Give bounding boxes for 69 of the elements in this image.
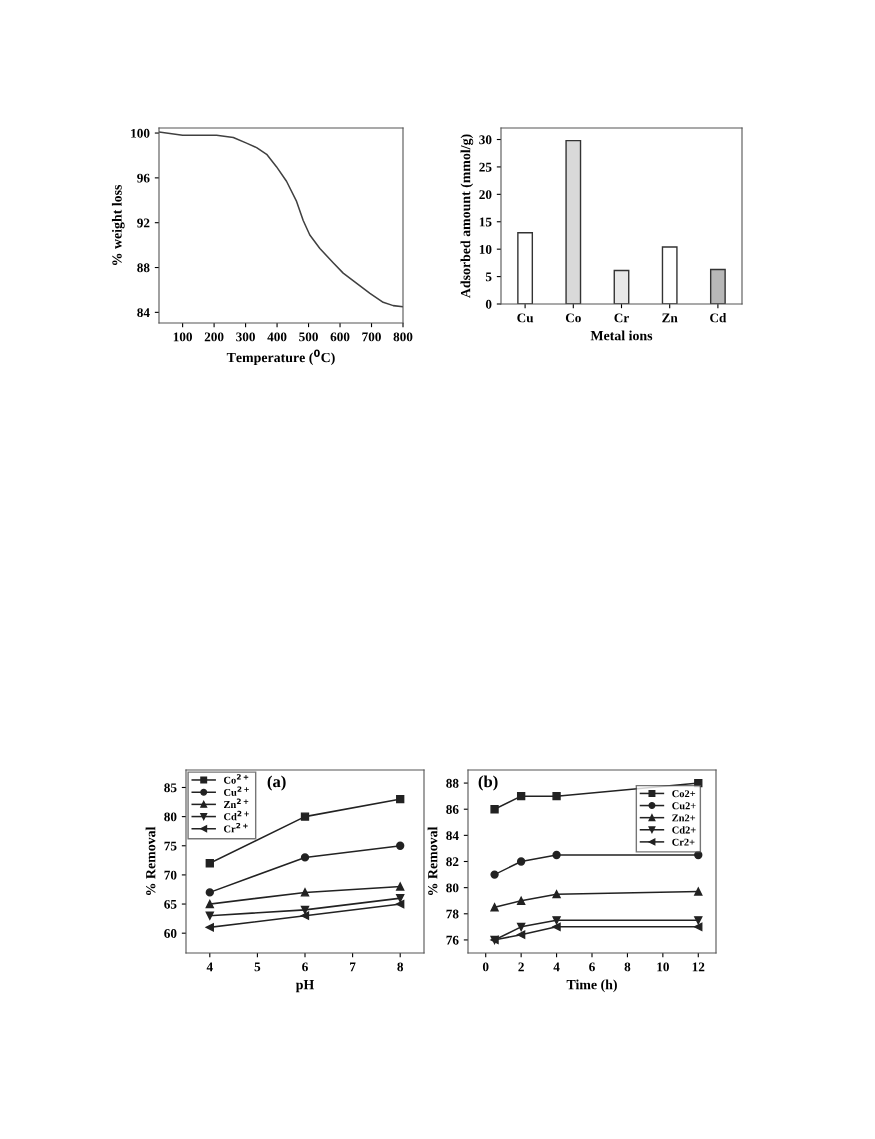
y-tick-label: 96	[137, 173, 150, 183]
x-tick-label: Cu	[517, 313, 534, 323]
y-tick-label: 0	[485, 299, 492, 309]
x-tick-label: 600	[330, 332, 350, 342]
legend-label: Co2+	[672, 790, 696, 798]
x-tick-label: Cd	[710, 313, 727, 323]
x-tick-label: 8	[397, 962, 404, 972]
legend-label: Cd$^{2+}$	[224, 810, 249, 821]
x-tick-label: Cr	[614, 313, 629, 323]
x-tick-label: Zn	[662, 313, 678, 323]
y-tick-label: 92	[137, 218, 150, 228]
x-tick-label: 800	[393, 332, 413, 342]
x-tick-label: 4	[553, 962, 560, 972]
y-tick-label: 82	[446, 857, 459, 867]
y-axis-title: % Removal	[145, 826, 156, 895]
y-tick-label: 100	[131, 128, 150, 138]
x-tick-label: 500	[299, 332, 318, 342]
legend-label: Co$^{2+}$	[224, 774, 249, 784]
y-tick-label: 78	[446, 909, 459, 919]
legend-label: Cu$^{2+}$	[224, 786, 249, 796]
x-tick-label: 2	[518, 962, 524, 972]
legend-label: Zn$^{2+}$	[224, 798, 249, 808]
legend-label: Cu2+	[672, 802, 696, 810]
legend-label: Cr2+	[672, 838, 695, 846]
y-tick-label: 20	[479, 190, 492, 200]
x-tick-label: 200	[204, 332, 224, 342]
y-tick-label: 15	[479, 217, 492, 227]
annotation: (b)	[478, 775, 498, 791]
x-tick-label: 100	[173, 332, 193, 342]
legend-label: Zn2+	[672, 814, 696, 822]
x-tick-label: 5	[254, 962, 261, 972]
y-axis-title: Adsorbed amount (mmol/g)	[460, 134, 474, 299]
y-tick-label: 75	[164, 841, 177, 851]
x-tick-label: 10	[657, 962, 669, 972]
y-tick-label: 30	[479, 135, 492, 145]
y-tick-label: 86	[446, 805, 459, 814]
y-tick-label: 88	[446, 778, 459, 788]
x-tick-label: 300	[236, 332, 255, 342]
y-tick-label: 10	[479, 244, 492, 254]
x-tick-label: 4	[206, 962, 213, 972]
x-axis-title: Time (h)	[566, 979, 617, 993]
y-axis-title: % Removal	[427, 826, 438, 895]
legend-label: Cr$^{2+}$	[224, 822, 248, 833]
y-tick-label: 5	[485, 272, 492, 282]
x-axis-title: Temperature ($^{0}$C)	[226, 349, 335, 366]
y-axis-title: % weight loss	[111, 184, 125, 265]
y-tick-label: 84	[446, 831, 459, 841]
annotation: (a)	[267, 775, 286, 791]
y-tick-label: 25	[479, 162, 492, 172]
y-tick-label: 65	[164, 899, 177, 909]
y-tick-label: 76	[446, 935, 459, 945]
x-tick-label: 7	[350, 962, 356, 972]
x-axis-title: pH	[295, 980, 315, 993]
y-tick-label: 70	[164, 870, 177, 880]
y-tick-label: 60	[164, 928, 177, 938]
x-tick-label: 6	[302, 962, 308, 972]
x-tick-label: 700	[362, 332, 381, 342]
legend-label: Cd2+	[672, 826, 696, 834]
x-tick-label: 6	[589, 962, 595, 972]
y-tick-label: 88	[137, 263, 150, 273]
x-axis-title: Metal ions	[590, 330, 653, 341]
x-tick-label: 8	[624, 962, 631, 972]
x-tick-label: 12	[692, 962, 705, 972]
y-tick-label: 80	[446, 883, 459, 893]
y-tick-label: 84	[137, 308, 150, 318]
y-tick-label: 85	[164, 783, 177, 793]
y-tick-label: 80	[164, 812, 177, 822]
x-tick-label: Co	[565, 313, 581, 323]
x-tick-label: 400	[267, 332, 287, 342]
